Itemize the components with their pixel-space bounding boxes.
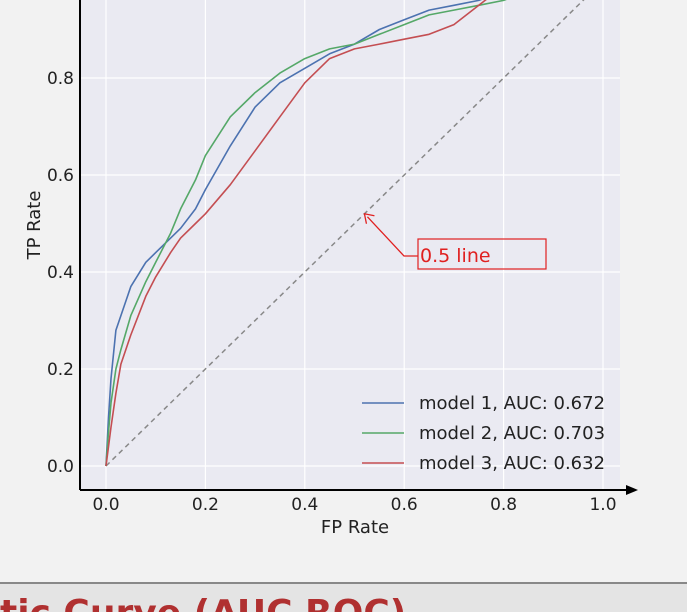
x-tick-label: 0.8 [490, 495, 517, 515]
x-axis-arrowhead [626, 485, 638, 495]
x-tick-label: 0.6 [391, 495, 418, 515]
legend-label: model 2, AUC: 0.703 [419, 423, 605, 444]
legend-label: model 1, AUC: 0.672 [419, 393, 605, 414]
roc-chart: 0.0 0.2 0.4 0.6 0.8 1.0 0.0 0.2 0.4 0.6 0.8 FP Rat… [24, 0, 638, 538]
series-line-model-3 [105, 0, 487, 467]
y-axis-label: TP Rate [24, 191, 45, 261]
tick-labels: 0.0 0.2 0.4 0.6 0.8 1.0 0.0 0.2 0.4 0.6 0.8 [47, 69, 617, 515]
grid [80, 0, 620, 490]
x-tick-label: 0.2 [192, 495, 219, 515]
series-line-model-1 [105, 0, 483, 467]
reference-line-layer [105, 0, 585, 467]
legend: model 1, AUC: 0.672 model 2, AUC: 0.703 mo… [362, 393, 605, 474]
x-axis-label: FP Rate [321, 517, 389, 538]
slide-title-bar: tic Curve (AUC ROC) [0, 582, 687, 612]
slide-title: tic Curve (AUC ROC) [0, 596, 406, 612]
x-tick-label: 0.4 [291, 495, 318, 515]
y-tick-label: 0.8 [47, 69, 74, 89]
plot-area [80, 0, 620, 490]
legend-label: model 3, AUC: 0.632 [419, 453, 605, 474]
annotation-arrow [366, 216, 418, 257]
y-tick-label: 0.6 [47, 166, 74, 186]
series-line-model-2 [105, 0, 507, 467]
annotation-box [417, 238, 547, 270]
axes [79, 0, 638, 495]
x-tick-label: 0.0 [92, 495, 119, 515]
annotation-label: 0.5 line [420, 245, 491, 267]
x-tick-label: 1.0 [589, 495, 616, 515]
y-tick-label: 0.2 [47, 360, 74, 380]
reference-line [105, 0, 585, 467]
y-tick-label: 0.4 [47, 263, 74, 283]
series-layer [105, 0, 507, 467]
annotation: 0.5 line [363, 212, 547, 270]
y-tick-label: 0.0 [47, 457, 74, 477]
annotation-arrowhead [363, 212, 375, 224]
